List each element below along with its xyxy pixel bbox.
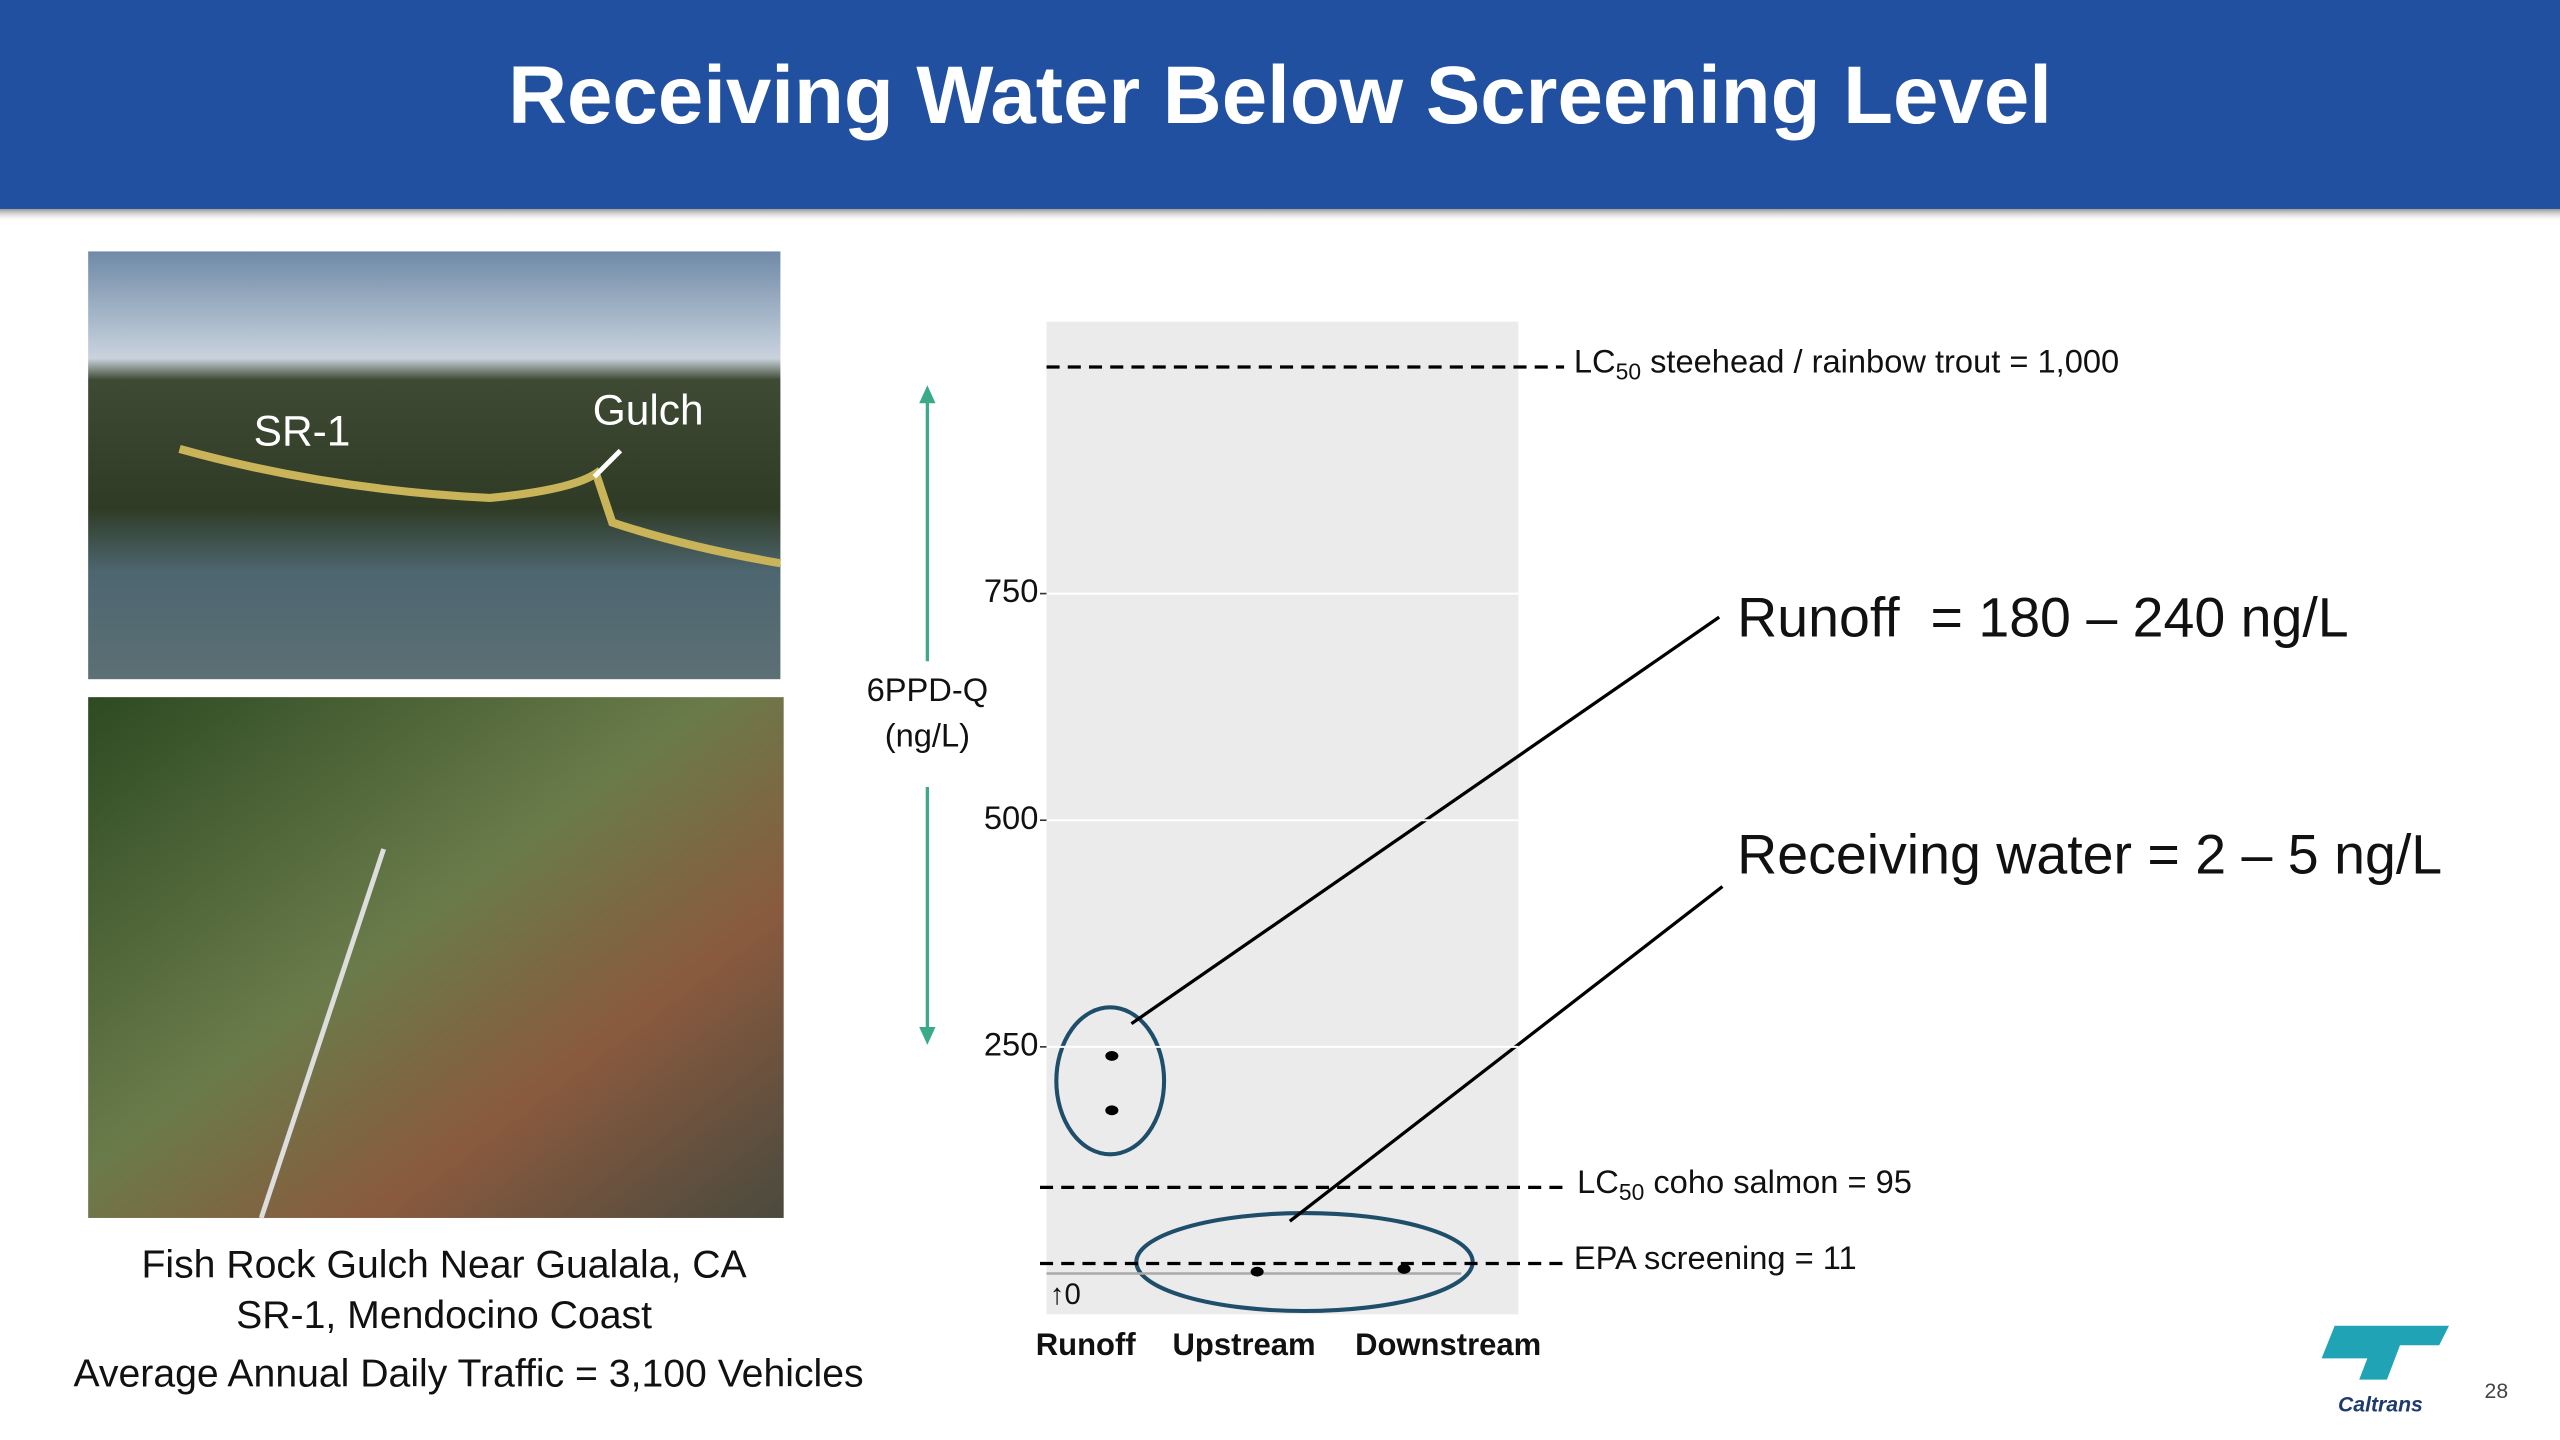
data-point <box>1397 1264 1411 1274</box>
y-axis-label: (ng/L) <box>885 717 970 754</box>
creek-photo <box>88 697 784 1218</box>
reference-label-text: EPA screening = 11 <box>1574 1239 1857 1276</box>
reference-label-text: LC <box>1577 1163 1619 1200</box>
arrow-head <box>919 385 936 404</box>
reference-label-sub: 50 <box>1619 1179 1644 1205</box>
callout: Receiving water = 2 – 5 ng/L <box>1737 823 2442 885</box>
page-number: 28 <box>2485 1380 2509 1403</box>
header-shadow <box>0 208 2560 223</box>
reference-label-rest: coho salmon = 95 <box>1644 1163 1912 1200</box>
callout: Runoff = 180 – 240 ng/L <box>1737 587 2349 649</box>
logo-text: Caltrans <box>2338 1393 2423 1416</box>
road <box>178 445 782 568</box>
zero-note: ↑0 <box>1050 1278 1081 1311</box>
highlight-ellipse <box>1054 1005 1167 1157</box>
reference-label-rest: steehead / rainbow trout = 1,000 <box>1641 342 2119 379</box>
y-tick-label: 500 <box>984 799 1038 836</box>
y-tick-label: 250 <box>984 1025 1038 1062</box>
callout-line <box>1288 885 1724 1223</box>
x-tick-label: Downstream <box>1355 1327 1541 1362</box>
reference-label: LC50 coho salmon = 95 <box>1577 1163 1912 1205</box>
arrow-head <box>919 1026 936 1045</box>
y-tick-label: 750 <box>984 572 1038 609</box>
reference-label: EPA screening = 11 <box>1574 1239 1857 1276</box>
data-point <box>1105 1051 1119 1061</box>
photo-label: Gulch <box>593 386 704 433</box>
y-axis-label: 6PPD-Q <box>867 671 989 708</box>
tape <box>258 848 386 1219</box>
reference-label-sub: 50 <box>1616 359 1641 385</box>
caption: SR-1, Mendocino Coast <box>236 1294 652 1337</box>
x-tick-label: Runoff <box>1036 1327 1137 1362</box>
pointer <box>592 448 623 479</box>
x-tick-label: Upstream <box>1173 1327 1316 1362</box>
data-point <box>1250 1266 1264 1277</box>
logo-mark <box>2321 1325 2449 1380</box>
header <box>0 0 2560 209</box>
plot-panel <box>1046 321 1519 1315</box>
reference-label-text: LC <box>1574 342 1616 379</box>
caption: Average Annual Daily Traffic = 3,100 Veh… <box>74 1353 864 1396</box>
reference-label: LC50 steehead / rainbow trout = 1,000 <box>1574 342 2119 384</box>
slide-title: Receiving Water Below Screening Level <box>508 50 2052 141</box>
aerial-photo <box>88 251 781 680</box>
caption: Fish Rock Gulch Near Gualala, CA <box>141 1243 747 1286</box>
chart: 250 500 750 ↑0 Runoff Upstream Downstream LC50 … <box>984 342 2119 1362</box>
photo-label: SR-1 <box>254 408 351 455</box>
data-point <box>1105 1105 1119 1116</box>
